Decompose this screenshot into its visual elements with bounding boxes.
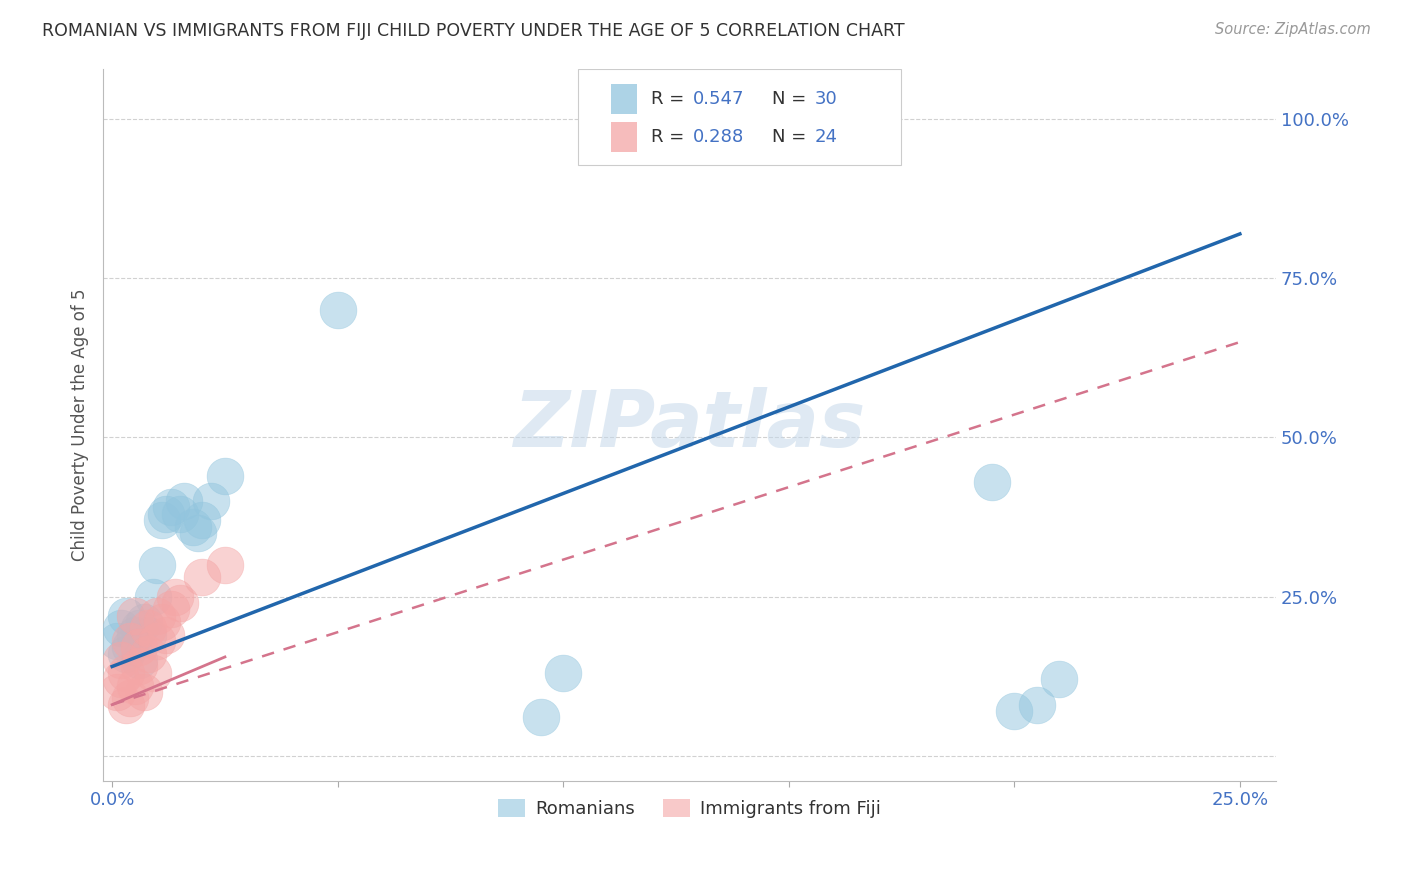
- Point: [150, 513, 173, 527]
- Point: [128, 640, 150, 655]
- Point: [980, 475, 1002, 489]
- Point: [214, 558, 236, 572]
- Text: 30: 30: [815, 89, 838, 108]
- Point: [191, 513, 214, 527]
- Point: [1049, 672, 1071, 686]
- Legend: Romanians, Immigrants from Fiji: Romanians, Immigrants from Fiji: [491, 791, 889, 825]
- Point: [114, 665, 136, 680]
- Point: [136, 621, 159, 635]
- Text: N =: N =: [772, 128, 811, 146]
- Point: [146, 634, 169, 648]
- Point: [128, 621, 150, 635]
- Point: [136, 628, 159, 642]
- Point: [114, 698, 136, 712]
- Point: [183, 519, 205, 533]
- Text: ZIPatlas: ZIPatlas: [513, 387, 866, 463]
- Point: [187, 525, 209, 540]
- Text: ROMANIAN VS IMMIGRANTS FROM FIJI CHILD POVERTY UNDER THE AGE OF 5 CORRELATION CH: ROMANIAN VS IMMIGRANTS FROM FIJI CHILD P…: [42, 22, 905, 40]
- Point: [159, 602, 181, 616]
- Point: [142, 590, 165, 604]
- Point: [1025, 698, 1047, 712]
- FancyBboxPatch shape: [578, 69, 901, 165]
- Y-axis label: Child Poverty Under the Age of 5: Child Poverty Under the Age of 5: [72, 288, 89, 561]
- Point: [120, 634, 142, 648]
- Text: 0.288: 0.288: [693, 128, 744, 146]
- Point: [150, 615, 173, 629]
- Text: 0.547: 0.547: [693, 89, 745, 108]
- Point: [146, 608, 169, 623]
- Text: R =: R =: [651, 89, 690, 108]
- Point: [110, 621, 132, 635]
- Point: [155, 507, 177, 521]
- Point: [110, 653, 132, 667]
- Point: [530, 710, 553, 724]
- Point: [124, 628, 146, 642]
- Point: [105, 634, 128, 648]
- Point: [114, 608, 136, 623]
- Point: [146, 558, 169, 572]
- Point: [128, 653, 150, 667]
- Point: [165, 590, 187, 604]
- Text: Source: ZipAtlas.com: Source: ZipAtlas.com: [1215, 22, 1371, 37]
- Point: [200, 494, 222, 508]
- Point: [132, 685, 155, 699]
- Point: [128, 659, 150, 673]
- Point: [688, 131, 710, 145]
- Text: R =: R =: [651, 128, 690, 146]
- Point: [132, 615, 155, 629]
- Point: [1002, 704, 1025, 718]
- Point: [326, 303, 349, 318]
- Point: [159, 500, 181, 515]
- Point: [110, 672, 132, 686]
- Point: [105, 685, 128, 699]
- Point: [553, 665, 575, 680]
- Point: [136, 647, 159, 661]
- Text: N =: N =: [772, 89, 811, 108]
- Point: [120, 640, 142, 655]
- Point: [191, 570, 214, 584]
- Point: [124, 608, 146, 623]
- Point: [173, 494, 195, 508]
- Point: [124, 679, 146, 693]
- FancyBboxPatch shape: [612, 122, 637, 152]
- Point: [114, 647, 136, 661]
- Point: [169, 596, 191, 610]
- Text: 24: 24: [815, 128, 838, 146]
- Point: [120, 691, 142, 706]
- Point: [142, 665, 165, 680]
- FancyBboxPatch shape: [612, 84, 637, 113]
- Point: [169, 507, 191, 521]
- Point: [155, 628, 177, 642]
- Point: [214, 468, 236, 483]
